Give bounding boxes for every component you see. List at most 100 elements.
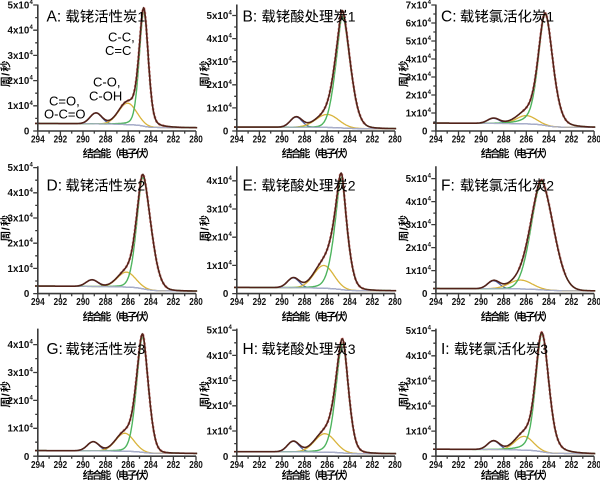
svg-text:4x10: 4x10 [207, 34, 229, 45]
svg-text:4x10: 4x10 [406, 197, 428, 208]
svg-text:286: 286 [121, 460, 135, 471]
svg-text:286: 286 [520, 460, 534, 471]
svg-text:286: 286 [121, 135, 135, 146]
svg-text:4: 4 [229, 103, 233, 109]
svg-text:3x10: 3x10 [8, 368, 30, 379]
svg-text:294: 294 [31, 135, 45, 146]
svg-text:290: 290 [474, 135, 488, 146]
svg-text:0: 0 [24, 452, 30, 463]
svg-text:286: 286 [520, 135, 534, 146]
svg-text:282: 282 [167, 297, 181, 308]
svg-text:292: 292 [54, 297, 68, 308]
svg-text:4: 4 [229, 376, 233, 382]
svg-text:/: / [1, 227, 13, 230]
svg-text:C=C: C=C [105, 43, 131, 58]
svg-text:0: 0 [223, 127, 229, 138]
svg-text:1: 1 [137, 9, 145, 25]
svg-text:4: 4 [428, 18, 432, 24]
svg-text:288: 288 [298, 135, 312, 146]
svg-text:4: 4 [428, 90, 432, 96]
svg-text:6x10: 6x10 [406, 18, 428, 29]
svg-text:288: 288 [99, 460, 113, 471]
svg-text:4: 4 [229, 260, 233, 266]
svg-text:4x10: 4x10 [207, 176, 229, 187]
svg-text:0: 0 [422, 289, 428, 300]
svg-text:288: 288 [298, 297, 312, 308]
svg-text:2x10: 2x10 [406, 90, 428, 101]
svg-text:294: 294 [230, 135, 244, 146]
svg-text:C:: C: [441, 9, 457, 26]
svg-text:1x10: 1x10 [8, 101, 30, 112]
svg-text:290: 290 [474, 297, 488, 308]
svg-text:282: 282 [366, 460, 380, 471]
svg-text:4: 4 [229, 325, 233, 331]
svg-text:4x10: 4x10 [406, 351, 428, 362]
svg-text:4: 4 [30, 423, 34, 429]
svg-text:290: 290 [76, 460, 90, 471]
svg-text:280: 280 [388, 460, 402, 471]
svg-text:5x10: 5x10 [207, 11, 229, 22]
svg-text:280: 280 [388, 135, 402, 146]
svg-text:2x10: 2x10 [406, 401, 428, 412]
svg-text:1x10: 1x10 [406, 427, 428, 438]
svg-text:2x10: 2x10 [207, 401, 229, 412]
svg-text:290: 290 [76, 135, 90, 146]
svg-text:282: 282 [366, 297, 380, 308]
svg-text:286: 286 [121, 297, 135, 308]
svg-text:/: / [1, 73, 13, 76]
svg-text:1x10: 1x10 [207, 426, 229, 437]
svg-text:4: 4 [428, 108, 432, 114]
svg-text:1x10: 1x10 [207, 261, 229, 272]
svg-text:4: 4 [30, 188, 34, 194]
svg-text:284: 284 [144, 135, 158, 146]
svg-text:0: 0 [24, 289, 30, 300]
svg-text:294: 294 [230, 297, 244, 308]
svg-text:0: 0 [223, 452, 229, 463]
svg-text:0: 0 [223, 289, 229, 300]
svg-text:2x10: 2x10 [8, 76, 30, 87]
svg-text:292: 292 [253, 460, 267, 471]
svg-text:4: 4 [30, 395, 34, 401]
svg-text:2x10: 2x10 [8, 239, 30, 250]
svg-text:2x10: 2x10 [207, 80, 229, 91]
svg-text:/: / [200, 227, 212, 230]
svg-text:4: 4 [229, 350, 233, 356]
svg-text:288: 288 [298, 460, 312, 471]
svg-text:3x10: 3x10 [8, 213, 30, 224]
svg-text:3: 3 [137, 341, 145, 357]
svg-text:284: 284 [343, 460, 357, 471]
svg-text:5x10: 5x10 [207, 326, 229, 337]
svg-text:/: / [399, 73, 411, 76]
svg-text:4: 4 [30, 25, 34, 31]
svg-text:5x10: 5x10 [406, 36, 428, 47]
svg-text:2x10: 2x10 [8, 396, 30, 407]
svg-text:E:: E: [243, 178, 258, 195]
svg-text:284: 284 [343, 297, 357, 308]
svg-text:292: 292 [452, 460, 466, 471]
svg-text:294: 294 [429, 297, 443, 308]
svg-text:286: 286 [320, 135, 334, 146]
svg-text:4: 4 [30, 50, 34, 56]
svg-text:290: 290 [275, 297, 289, 308]
svg-text:4: 4 [229, 426, 233, 432]
svg-text:4: 4 [229, 401, 233, 407]
svg-text:4: 4 [428, 426, 432, 432]
svg-text:1: 1 [546, 9, 554, 25]
svg-text:H:: H: [243, 341, 259, 358]
svg-text:4: 4 [428, 174, 432, 180]
svg-text:4: 4 [229, 232, 233, 238]
svg-text:294: 294 [230, 460, 244, 471]
svg-text:4: 4 [229, 80, 233, 86]
svg-text:4: 4 [30, 0, 34, 6]
svg-text:292: 292 [253, 297, 267, 308]
svg-text:1x10: 1x10 [406, 108, 428, 119]
svg-text:C-C,: C-C, [108, 30, 135, 45]
svg-text:D:: D: [47, 178, 63, 195]
svg-text:282: 282 [565, 297, 579, 308]
svg-text:288: 288 [99, 297, 113, 308]
svg-text:4: 4 [229, 11, 233, 17]
svg-text:0: 0 [422, 127, 428, 138]
svg-text:3x10: 3x10 [8, 51, 30, 62]
svg-text:280: 280 [388, 297, 402, 308]
svg-text:4x10: 4x10 [8, 188, 30, 199]
